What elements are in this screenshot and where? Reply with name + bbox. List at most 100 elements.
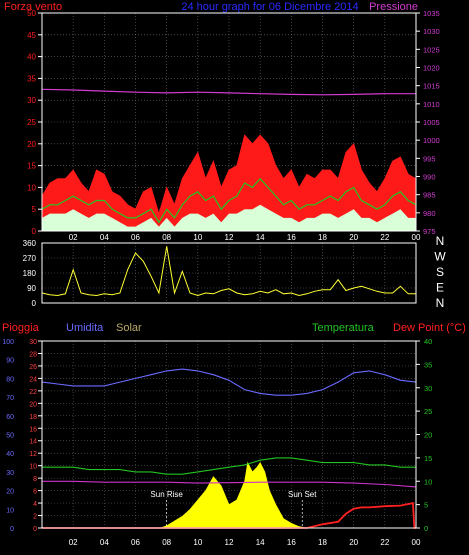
compass-label: S xyxy=(436,265,444,279)
humidity-tick-label: 60 xyxy=(6,414,14,421)
direction-tick-label: 90 xyxy=(27,284,36,293)
weather-x-tick-label: 02 xyxy=(69,538,78,547)
pressure-tick-label: 1000 xyxy=(423,136,440,145)
pressure-tick-label: 985 xyxy=(423,191,436,200)
pressure-tick-label: 1015 xyxy=(423,82,440,91)
wind-axes: 0510152025303540455097598098599099510001… xyxy=(27,9,440,242)
pressure-tick-label: 1025 xyxy=(423,45,440,54)
weather-x-tick-label: 14 xyxy=(256,538,265,547)
humidity-tick-label: 100 xyxy=(2,339,14,346)
pressure-tick-label: 1020 xyxy=(423,64,440,73)
direction-tick-label: 270 xyxy=(23,254,37,263)
rain-tick-label: 22 xyxy=(29,389,37,396)
temperature-tick-label: 15 xyxy=(424,454,432,463)
sunset-label: Sun Set xyxy=(288,490,317,499)
wind-x-tick-label: 10 xyxy=(193,233,202,242)
rain-tick-label: 10 xyxy=(29,464,37,471)
rain-tick-label: 4 xyxy=(33,501,37,508)
rain-tick-label: 14 xyxy=(29,439,37,446)
humidity-tick-label: 30 xyxy=(6,470,14,477)
compass-label: E xyxy=(436,281,444,295)
weather-panel: Sun Rise Sun Set 024681012141618202224262… xyxy=(2,322,466,547)
weather-axes: 0246810121416182022242628300102030405060… xyxy=(2,337,432,547)
wind-x-tick-label: 06 xyxy=(131,233,140,242)
wind-left-tick-label: 15 xyxy=(27,162,36,171)
temperature-tick-label: 30 xyxy=(424,384,432,393)
wind-left-tick-label: 30 xyxy=(27,96,36,105)
temperature-tick-label: 40 xyxy=(424,337,432,346)
wind-left-tick-label: 20 xyxy=(27,140,36,149)
wind-x-tick-label: 02 xyxy=(69,233,78,242)
temperature-tick-label: 5 xyxy=(424,501,428,510)
wind-x-tick-label: 16 xyxy=(287,233,296,242)
weather-x-tick-label: 10 xyxy=(193,538,202,547)
compass-label: N xyxy=(436,234,445,248)
direction-plot xyxy=(41,246,416,297)
wind-left-tick-label: 45 xyxy=(27,31,36,40)
solar-axis-label: Solar xyxy=(116,322,142,334)
pressure-tick-label: 980 xyxy=(423,209,436,218)
wind-x-tick-label: 08 xyxy=(162,233,171,242)
rain-tick-label: 16 xyxy=(29,426,37,433)
compass-label: N xyxy=(436,296,445,310)
wind-left-tick-label: 10 xyxy=(27,183,36,192)
pressure-tick-label: 995 xyxy=(423,154,436,163)
wind-x-tick-label: 22 xyxy=(380,233,389,242)
wind-plot xyxy=(41,88,417,232)
wind-left-tick-label: 5 xyxy=(32,205,37,214)
humidity-tick-label: 70 xyxy=(6,395,14,402)
wind-axis-label: Forza vento xyxy=(4,1,62,13)
humidity-tick-label: 0 xyxy=(10,526,14,533)
wind-x-tick-label: 04 xyxy=(100,233,109,242)
humidity-tick-label: 90 xyxy=(6,358,14,365)
humidity-tick-label: 40 xyxy=(6,451,14,458)
rain-tick-label: 24 xyxy=(29,376,37,383)
humidity-tick-label: 50 xyxy=(6,433,14,440)
rain-tick-label: 6 xyxy=(33,489,37,496)
direction-tick-label: 0 xyxy=(32,299,37,308)
wind-gust-area xyxy=(41,134,417,232)
compass-label: W xyxy=(434,250,446,264)
humidity-axis-label: Umidita xyxy=(66,322,104,334)
temperature-tick-label: 20 xyxy=(424,431,432,440)
pressure-tick-label: 1010 xyxy=(423,100,440,109)
rain-tick-label: 18 xyxy=(29,414,37,421)
weather-plot: Sun Rise Sun Set xyxy=(41,368,417,529)
wind-min-area xyxy=(42,204,416,231)
wind-left-tick-label: 40 xyxy=(27,53,36,62)
humidity-line xyxy=(41,368,417,396)
temperature-axis-label: Temperatura xyxy=(312,322,375,334)
weather-x-tick-label: 12 xyxy=(225,538,234,547)
temperature-tick-label: 25 xyxy=(424,407,432,416)
weather-x-tick-label: 04 xyxy=(100,538,109,547)
temperature-line xyxy=(42,457,416,475)
chart-title: 24 hour graph for 06 Dicembre 2014 xyxy=(181,1,358,13)
direction-line xyxy=(41,246,416,297)
temperature-tick-label: 10 xyxy=(424,477,432,486)
humidity-tick-label: 20 xyxy=(6,489,14,496)
pressure-axis-label: Pressione xyxy=(369,1,418,13)
rain-line xyxy=(42,502,416,529)
weather-x-tick-label: 06 xyxy=(131,538,140,547)
wind-left-tick-label: 35 xyxy=(27,74,36,83)
sunrise-label: Sun Rise xyxy=(150,490,183,499)
pressure-tick-label: 975 xyxy=(423,227,436,236)
wind-left-tick-label: 25 xyxy=(27,118,36,127)
solar-area xyxy=(160,461,307,529)
rain-tick-label: 12 xyxy=(29,451,37,458)
rain-tick-label: 2 xyxy=(33,514,37,521)
wind-x-tick-label: 20 xyxy=(349,233,358,242)
wind-x-tick-label: 18 xyxy=(318,233,327,242)
direction-tick-label: 360 xyxy=(23,239,37,248)
wind-panel: 0510152025303540455097598098599099510001… xyxy=(4,1,440,242)
wind-x-tick-label: 12 xyxy=(225,233,234,242)
weather-x-tick-label: 08 xyxy=(162,538,171,547)
wind-avg-line xyxy=(41,177,417,224)
rain-tick-label: 0 xyxy=(33,526,37,533)
rain-tick-label: 8 xyxy=(33,476,37,483)
rain-tick-label: 28 xyxy=(29,351,37,358)
wind-x-tick-label: 00 xyxy=(412,233,421,242)
